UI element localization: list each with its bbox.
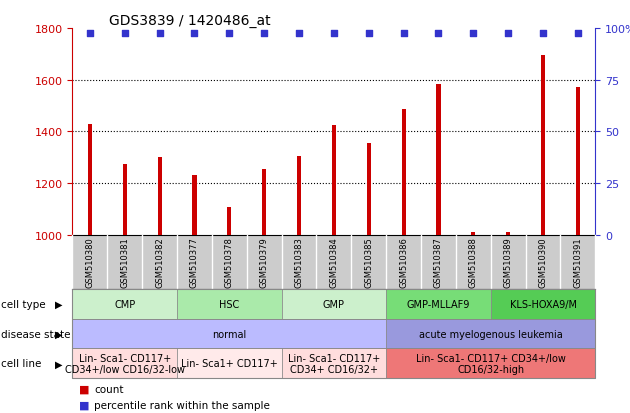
Text: GSM510384: GSM510384 — [329, 237, 338, 287]
Point — [259, 31, 269, 38]
Text: cell type: cell type — [1, 299, 46, 309]
Text: CMP: CMP — [114, 299, 135, 309]
Text: GSM510378: GSM510378 — [225, 237, 234, 287]
Bar — [332, 126, 336, 235]
Bar — [88, 124, 92, 235]
Text: GSM510377: GSM510377 — [190, 237, 199, 287]
Text: GSM510383: GSM510383 — [295, 237, 304, 287]
Point — [154, 31, 164, 38]
Text: cell line: cell line — [1, 358, 42, 368]
Text: Lin- Sca1+ CD117+: Lin- Sca1+ CD117+ — [181, 358, 278, 368]
Point — [364, 31, 374, 38]
Text: GSM510391: GSM510391 — [573, 237, 582, 287]
Text: GSM510387: GSM510387 — [434, 237, 443, 287]
Text: HSC: HSC — [219, 299, 239, 309]
Text: GSM510382: GSM510382 — [155, 237, 164, 287]
Text: GSM510380: GSM510380 — [86, 237, 94, 287]
Text: GMP: GMP — [323, 299, 345, 309]
Text: ■: ■ — [79, 400, 89, 410]
Text: count: count — [94, 384, 124, 394]
Bar — [367, 144, 371, 235]
Text: GSM510390: GSM510390 — [539, 237, 547, 287]
Text: disease state: disease state — [1, 329, 71, 339]
Point — [329, 31, 339, 38]
Bar — [192, 176, 197, 235]
Text: GMP-MLLAF9: GMP-MLLAF9 — [407, 299, 470, 309]
Text: GSM510381: GSM510381 — [120, 237, 129, 287]
Text: Lin- Sca1- CD117+
CD34+ CD16/32+: Lin- Sca1- CD117+ CD34+ CD16/32+ — [288, 353, 380, 374]
Text: Lin- Sca1- CD117+ CD34+/low
CD16/32-high: Lin- Sca1- CD117+ CD34+/low CD16/32-high — [416, 353, 566, 374]
Text: GSM510385: GSM510385 — [364, 237, 373, 287]
Text: ▶: ▶ — [55, 299, 62, 309]
Bar — [576, 88, 580, 235]
Bar — [506, 233, 510, 235]
Point — [573, 31, 583, 38]
Bar — [401, 110, 406, 235]
Text: GSM510388: GSM510388 — [469, 237, 478, 287]
Text: normal: normal — [212, 329, 246, 339]
Point — [538, 31, 548, 38]
Bar — [262, 170, 266, 235]
Point — [399, 31, 409, 38]
Bar — [541, 56, 545, 235]
Point — [294, 31, 304, 38]
Bar — [437, 84, 440, 235]
Bar — [123, 164, 127, 235]
Point — [85, 31, 95, 38]
Point — [503, 31, 513, 38]
Point — [468, 31, 478, 38]
Text: GSM510379: GSM510379 — [260, 237, 268, 287]
Point — [433, 31, 444, 38]
Text: ▶: ▶ — [55, 358, 62, 368]
Bar — [158, 158, 162, 235]
Point — [224, 31, 234, 38]
Text: GSM510389: GSM510389 — [504, 237, 513, 287]
Point — [190, 31, 200, 38]
Text: ■: ■ — [79, 384, 89, 394]
Bar — [471, 233, 476, 235]
Point — [120, 31, 130, 38]
Bar — [227, 207, 231, 235]
Text: KLS-HOXA9/M: KLS-HOXA9/M — [510, 299, 576, 309]
Text: acute myelogenous leukemia: acute myelogenous leukemia — [419, 329, 563, 339]
Text: GSM510386: GSM510386 — [399, 237, 408, 287]
Text: Lin- Sca1- CD117+
CD34+/low CD16/32-low: Lin- Sca1- CD117+ CD34+/low CD16/32-low — [65, 353, 185, 374]
Text: GDS3839 / 1420486_at: GDS3839 / 1420486_at — [109, 14, 271, 28]
Text: ▶: ▶ — [55, 329, 62, 339]
Bar — [297, 157, 301, 235]
Text: percentile rank within the sample: percentile rank within the sample — [94, 400, 270, 410]
